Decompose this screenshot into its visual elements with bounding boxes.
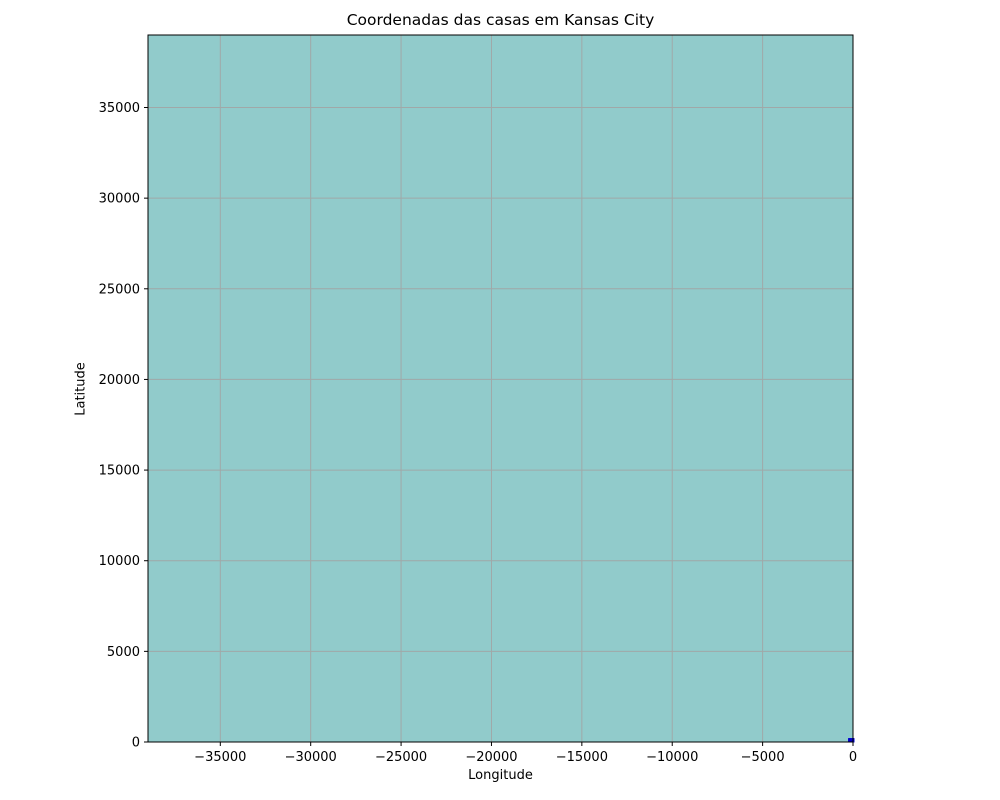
x-tick-label: −30000 bbox=[285, 750, 337, 765]
x-axis-ticks: −35000 −30000 −25000 −20000 −15000 −10000 −500… bbox=[194, 742, 857, 765]
x-tick-label: −20000 bbox=[465, 750, 517, 765]
x-axis-label: Longitude bbox=[468, 768, 533, 783]
data-points bbox=[848, 738, 855, 743]
y-tick-label: 20000 bbox=[99, 373, 140, 388]
x-tick-label: −15000 bbox=[556, 750, 608, 765]
y-axis-ticks: 0 5000 10000 15000 20000 25000 30000 35000 bbox=[99, 101, 148, 751]
y-tick-label: 10000 bbox=[99, 554, 140, 569]
x-tick-label: 0 bbox=[849, 750, 857, 765]
y-tick-label: 30000 bbox=[99, 192, 140, 207]
y-tick-label: 35000 bbox=[99, 101, 140, 116]
y-tick-label: 15000 bbox=[99, 464, 140, 479]
plot-frame bbox=[147, 34, 854, 743]
y-tick-label: 5000 bbox=[107, 645, 140, 660]
chart-title: Coordenadas das casas em Kansas City bbox=[346, 11, 655, 29]
x-tick-label: −25000 bbox=[375, 750, 427, 765]
x-tick-label: −5000 bbox=[741, 750, 785, 765]
y-tick-label: 0 bbox=[132, 736, 140, 751]
x-tick-label: −10000 bbox=[646, 750, 698, 765]
plot-background bbox=[148, 35, 853, 742]
data-point bbox=[848, 738, 855, 743]
x-tick-label: −35000 bbox=[194, 750, 246, 765]
y-tick-label: 25000 bbox=[99, 282, 140, 297]
y-axis-label: Latitude bbox=[73, 362, 89, 416]
